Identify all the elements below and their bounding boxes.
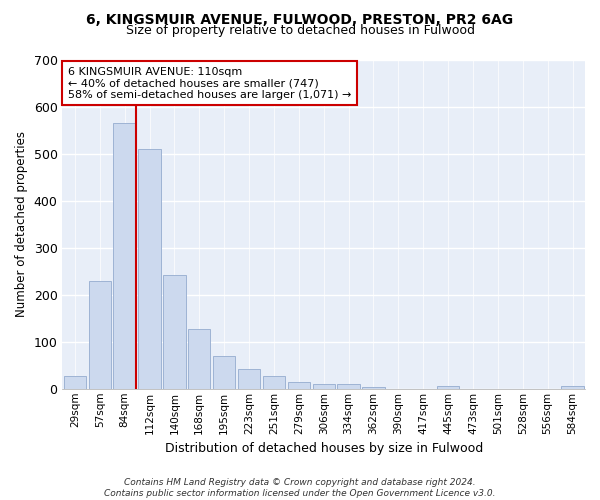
Bar: [263, 376, 285, 389]
Text: Contains HM Land Registry data © Crown copyright and database right 2024.
Contai: Contains HM Land Registry data © Crown c…: [104, 478, 496, 498]
Bar: [313, 384, 335, 389]
Bar: [89, 281, 111, 389]
Bar: [64, 376, 86, 389]
Text: Size of property relative to detached houses in Fulwood: Size of property relative to detached ho…: [125, 24, 475, 37]
Y-axis label: Number of detached properties: Number of detached properties: [15, 132, 28, 318]
Bar: [188, 329, 211, 389]
Text: 6, KINGSMUIR AVENUE, FULWOOD, PRESTON, PR2 6AG: 6, KINGSMUIR AVENUE, FULWOOD, PRESTON, P…: [86, 12, 514, 26]
Text: 6 KINGSMUIR AVENUE: 110sqm
← 40% of detached houses are smaller (747)
58% of sem: 6 KINGSMUIR AVENUE: 110sqm ← 40% of deta…: [68, 66, 351, 100]
Bar: [437, 386, 460, 389]
X-axis label: Distribution of detached houses by size in Fulwood: Distribution of detached houses by size …: [164, 442, 483, 455]
Bar: [287, 382, 310, 389]
Bar: [213, 356, 235, 389]
Bar: [238, 368, 260, 389]
Bar: [139, 149, 161, 389]
Bar: [562, 386, 584, 389]
Bar: [113, 124, 136, 389]
Bar: [362, 387, 385, 389]
Bar: [163, 275, 185, 389]
Bar: [337, 384, 360, 389]
